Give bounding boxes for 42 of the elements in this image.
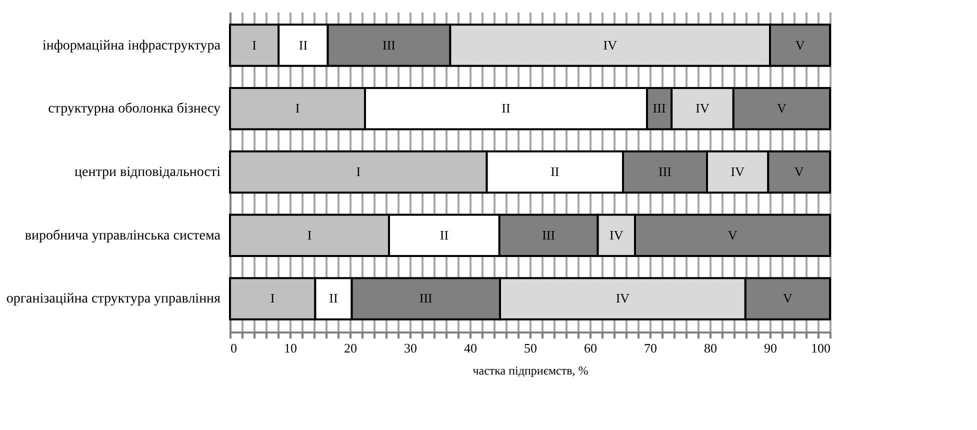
series-label: IV	[610, 227, 624, 242]
series-label: II	[298, 37, 308, 52]
text: IV	[696, 100, 710, 116]
series-label: I	[252, 37, 256, 52]
x-tick-label: 40	[464, 340, 477, 356]
text: I	[295, 100, 300, 116]
text: II	[329, 290, 338, 306]
x-tick-label: 70	[644, 340, 657, 356]
x-tick-label: 100	[811, 340, 830, 356]
x-tick-label: 90	[764, 340, 777, 356]
text: IV	[616, 290, 630, 306]
text: V	[728, 227, 738, 242]
text: II	[550, 164, 560, 179]
x-tick-label: 50	[524, 340, 537, 356]
x-tick-label: 80	[704, 340, 717, 356]
text: III	[382, 37, 396, 52]
series-label: III	[652, 100, 666, 116]
x-tick-label: 0	[230, 340, 237, 356]
y-tick-label: організаційна структура управління	[6, 292, 222, 307]
y-tick-label: інформаційна інфраструктура	[42, 38, 222, 54]
y-tick-label: центри відповідальності	[74, 165, 221, 180]
series-label: V	[795, 37, 806, 52]
text: II	[502, 100, 510, 116]
text: I	[270, 290, 275, 306]
x-tick-label: 60	[584, 340, 597, 356]
text: III	[419, 290, 432, 306]
y-tick-label: виробнича управлінська система	[24, 228, 222, 244]
x-axis-title: частка підприємств, %	[472, 364, 588, 378]
x-tick-label: 10	[284, 340, 297, 356]
x-tick-label: 30	[404, 340, 417, 356]
x-tick-label: 20	[344, 340, 357, 356]
text: IV	[730, 164, 744, 179]
text: V	[794, 164, 804, 179]
text: V	[777, 100, 786, 116]
text: IV	[603, 37, 617, 52]
text: III	[542, 227, 556, 242]
text: I	[307, 227, 312, 242]
text: V	[783, 290, 792, 306]
text: I	[356, 164, 361, 179]
y-tick-label: структурна оболонка бізнесу	[48, 102, 220, 117]
text: II	[440, 227, 449, 242]
text: III	[658, 164, 672, 179]
